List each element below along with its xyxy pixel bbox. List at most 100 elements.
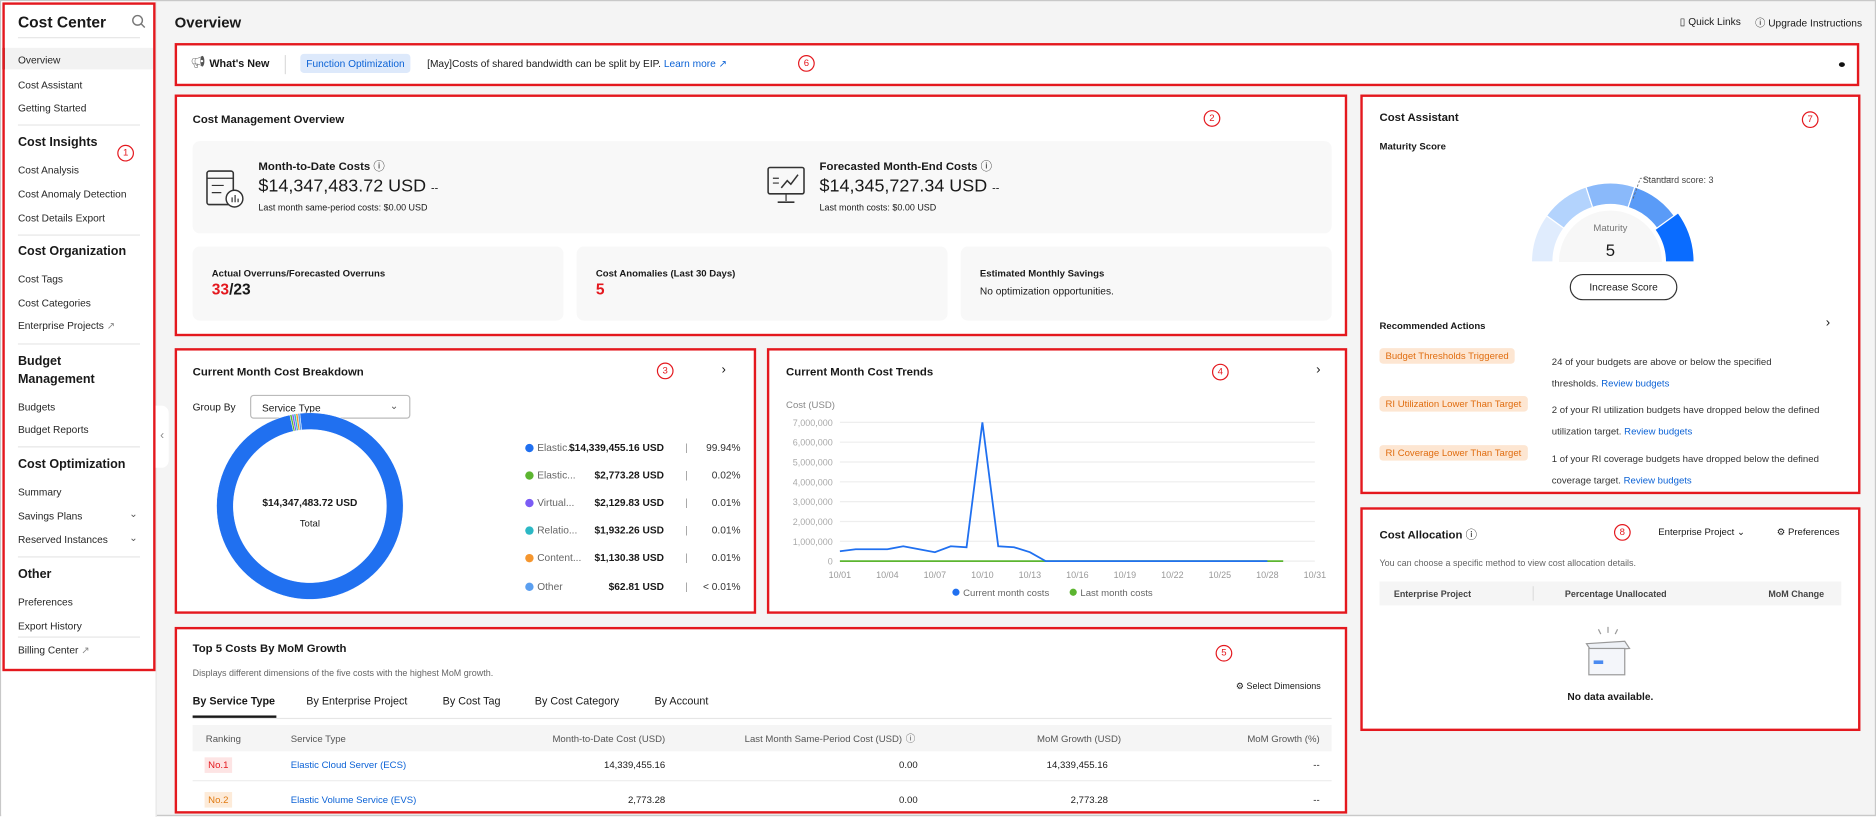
divider: [17, 636, 140, 638]
tab-by-account[interactable]: By Account: [654, 695, 709, 708]
series-line[interactable]: [839, 422, 1268, 563]
action-description: 2 of your RI utilization budgets have dr…: [1552, 400, 1845, 443]
annotation-marker-8: 8: [1613, 524, 1631, 541]
select-dimensions-button[interactable]: ⚙ Select Dimensions: [1236, 681, 1321, 692]
legend-dot: [525, 443, 534, 453]
sidebar-item-enterprise-projects[interactable]: Enterprise Projects ↗: [18, 319, 115, 332]
legend-marker: [952, 588, 960, 596]
maturity-value: 5: [1605, 240, 1616, 260]
cell-growth: 2,773.28: [1070, 794, 1108, 806]
overruns-card[interactable]: [192, 246, 564, 321]
anomalies-card[interactable]: [576, 246, 948, 321]
review-budgets-link[interactable]: Review budgets: [1601, 378, 1670, 389]
sidebar-item-budget-reports[interactable]: Budget Reports: [17, 423, 89, 436]
action-text-end: utilization target.: [1551, 425, 1622, 437]
panel-title: Cost Allocation ⓘ: [1379, 525, 1476, 542]
tab-by-service-type[interactable]: By Service Type: [192, 695, 276, 708]
forecast-costs-label: Forecasted Month-End Costs ⓘ: [820, 157, 992, 174]
allocation-title-text: Cost Allocation: [1379, 528, 1463, 542]
empty-box-icon: [1585, 626, 1631, 676]
overruns-value: 33/23: [212, 280, 251, 298]
sidebar-item-cost-analysis[interactable]: Cost Analysis: [17, 163, 80, 176]
sidebar-item-cost-assistant[interactable]: Cost Assistant: [17, 78, 83, 91]
sidebar-item-getting-started[interactable]: Getting Started: [17, 101, 87, 114]
legend-value: $2,129.83 USD: [594, 496, 665, 509]
legend-dot: [525, 471, 534, 480]
preferences-button[interactable]: ⚙ Preferences: [1777, 526, 1840, 537]
action-tag: RI Utilization Lower Than Target: [1379, 396, 1528, 412]
cell-pct: --: [1313, 794, 1320, 806]
tab-by-cost-tag[interactable]: By Cost Tag: [442, 695, 501, 708]
help-icon[interactable]: ⓘ: [373, 160, 385, 174]
review-budgets-link[interactable]: Review budgets: [1624, 425, 1693, 437]
sidebar-item-cost-categories[interactable]: Cost Categories: [17, 296, 91, 309]
sidebar-item-billing-center[interactable]: Billing Center ↗: [18, 644, 90, 657]
sidebar-item-budgets[interactable]: Budgets: [17, 400, 56, 413]
tab-by-enterprise-project[interactable]: By Enterprise Project: [306, 695, 408, 708]
legend-item[interactable]: Content... $1,130.38 USD | 0.01%: [525, 552, 741, 566]
legend-value: $14,339,455.16 USD: [569, 441, 665, 454]
legend-item[interactable]: Elastic... $14,339,455.16 USD | 99.94%: [525, 441, 741, 455]
sidebar-item-cost-anomaly-detection[interactable]: Cost Anomaly Detection: [17, 187, 127, 200]
sidebar-item-preferences[interactable]: Preferences: [17, 595, 73, 608]
legend-item[interactable]: Elastic... $2,773.28 USD | 0.02%: [525, 469, 741, 483]
chevron-right-icon[interactable]: ›: [1825, 315, 1831, 331]
chevron-down-icon[interactable]: ⌄: [129, 507, 138, 520]
sidebar-collapse-handle[interactable]: ‹: [155, 405, 169, 468]
annotation-marker-2: 2: [1203, 110, 1221, 127]
pagination-dot[interactable]: [1838, 62, 1845, 68]
legend-label[interactable]: Current month costs: [963, 588, 1049, 599]
legend-item[interactable]: Relatio... $1,932.26 USD | 0.01%: [525, 524, 741, 538]
service-link[interactable]: Elastic Volume Service (EVS): [290, 794, 417, 806]
dimension-value: Enterprise Project: [1658, 526, 1735, 538]
divider: [284, 55, 286, 75]
monitor-trend-icon: [767, 166, 805, 203]
service-link[interactable]: Elastic Cloud Server (ECS): [290, 759, 407, 771]
cost-breakdown-donut: [216, 412, 404, 600]
gear-icon: ⚙: [1235, 680, 1244, 692]
sidebar-item-reserved-instances[interactable]: Reserved Instances: [17, 533, 108, 546]
legend-label[interactable]: Last month costs: [1080, 588, 1153, 599]
column-mom-change: MoM Change: [1768, 588, 1825, 600]
legend-item[interactable]: Virtual... $2,129.83 USD | 0.01%: [525, 496, 741, 511]
tab-by-cost-category[interactable]: By Cost Category: [534, 695, 620, 708]
sidebar-item-cost-tags[interactable]: Cost Tags: [17, 272, 63, 285]
learn-more-link[interactable]: Learn more: [663, 57, 716, 70]
legend-dot: [525, 582, 534, 592]
mtd-label-text: Month-to-Date Costs: [258, 160, 371, 174]
sidebar-item-savings-plans[interactable]: Savings Plans: [17, 509, 83, 522]
fc-value-text: $14,345,727.34 USD: [819, 175, 988, 197]
action-tag: RI Coverage Lower Than Target: [1379, 445, 1528, 461]
quick-links-button[interactable]: ▯ Quick Links: [1680, 16, 1741, 29]
help-icon[interactable]: ⓘ: [980, 160, 992, 174]
legend-dot: [525, 498, 534, 508]
gear-icon: ⚙: [1776, 526, 1786, 538]
upgrade-instructions-button[interactable]: ⓘ Upgrade Instructions: [1755, 16, 1862, 30]
chevron-down-icon[interactable]: ⌄: [129, 531, 138, 544]
chevron-right-icon[interactable]: ›: [721, 362, 726, 377]
legend-dot: [525, 553, 534, 563]
legend-item[interactable]: Other $62.81 USD | < 0.01%: [525, 580, 741, 594]
sidebar-item-cost-details-export[interactable]: Cost Details Export: [17, 211, 105, 224]
search-icon[interactable]: [132, 14, 146, 29]
help-icon[interactable]: ⓘ: [905, 733, 916, 745]
gauge-segment: [1585, 182, 1636, 209]
divider: [17, 343, 140, 345]
chevron-right-icon[interactable]: ›: [1316, 362, 1321, 377]
sidebar: Cost Center Overview Cost Assistant Gett…: [1, 1, 157, 817]
action-text: 1 of your RI coverage budgets have dropp…: [1551, 453, 1819, 465]
dimension-select[interactable]: Enterprise Project ⌄: [1658, 526, 1745, 537]
review-budgets-link[interactable]: Review budgets: [1623, 474, 1692, 486]
help-icon[interactable]: ⓘ: [1465, 528, 1477, 542]
donut-slice[interactable]: [297, 413, 302, 431]
gauge-center: [1558, 210, 1662, 263]
savings-card[interactable]: [960, 246, 1332, 321]
x-tick-label: 10/25: [1209, 570, 1231, 580]
increase-score-button[interactable]: Increase Score: [1569, 273, 1678, 301]
sidebar-item-overview[interactable]: Overview: [17, 53, 61, 66]
sidebar-item-summary[interactable]: Summary: [17, 485, 62, 498]
sidebar-item-export-history[interactable]: Export History: [17, 619, 82, 632]
donut-slice[interactable]: [216, 412, 404, 600]
column-percentage-unallocated: Percentage Unallocated: [1564, 588, 1667, 600]
cell-pct: --: [1313, 759, 1320, 771]
